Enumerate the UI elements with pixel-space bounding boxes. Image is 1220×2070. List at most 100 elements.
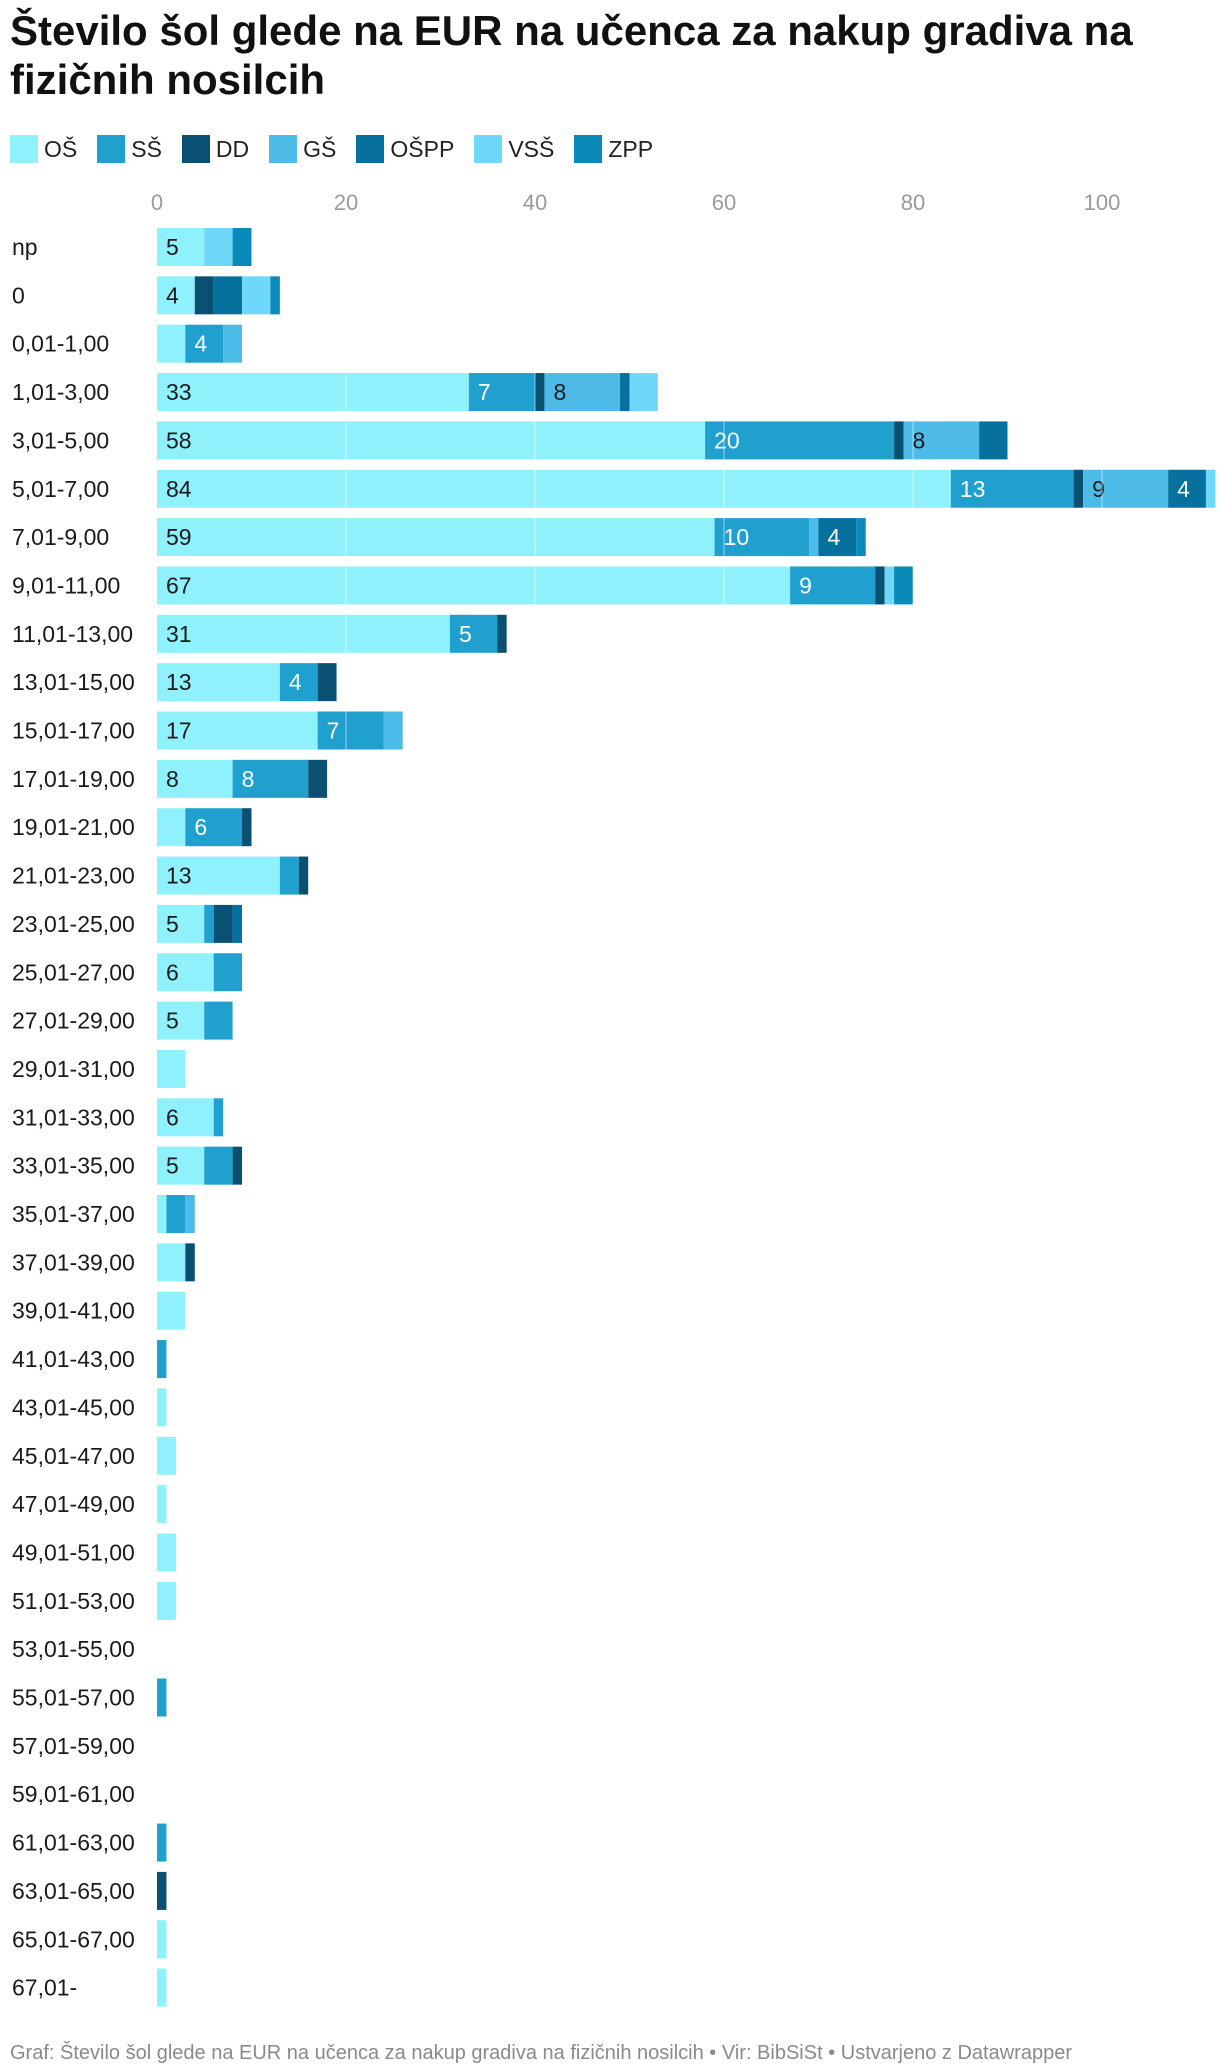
data-label: 17 xyxy=(166,718,192,744)
category-label: 33,01-35,00 xyxy=(12,1153,135,1179)
bar-gs xyxy=(809,518,819,557)
data-label: 4 xyxy=(194,331,207,357)
category-label: 0 xyxy=(12,282,25,308)
legend-swatch xyxy=(269,135,298,163)
data-label: 7 xyxy=(478,379,491,405)
data-label: 8 xyxy=(553,379,566,405)
chart-title: Število šol glede na EUR na učenca za na… xyxy=(10,7,1133,103)
data-label: 13 xyxy=(166,669,192,695)
data-label: 20 xyxy=(714,427,740,453)
data-label: 59 xyxy=(166,524,192,550)
bar-gs xyxy=(185,1195,195,1233)
bar-dd xyxy=(242,808,252,847)
legend-label: GŠ xyxy=(303,135,337,162)
bar-dd xyxy=(185,1243,195,1282)
data-label: 4 xyxy=(1177,476,1190,502)
category-label: 17,01-19,00 xyxy=(12,766,135,792)
footer-credit-link[interactable]: Ustvarjeno z Datawrapper xyxy=(840,2042,1072,2064)
bar-vss xyxy=(1205,469,1216,508)
bar-dd xyxy=(298,856,309,895)
data-label: 7 xyxy=(327,718,340,744)
bar-ss xyxy=(714,518,810,557)
bar-ss xyxy=(449,614,498,653)
footer-separator: • xyxy=(703,2042,722,2064)
data-label: 6 xyxy=(166,1104,179,1130)
category-label: 47,01-49,00 xyxy=(12,1491,135,1517)
bar-os xyxy=(157,1533,176,1572)
bar-gs xyxy=(1083,469,1169,508)
legend: OŠ SŠ DD GŠ OŠPP VSŠ ZPP xyxy=(10,134,673,164)
data-label: 5 xyxy=(166,1153,179,1179)
bar-ss xyxy=(157,1340,167,1379)
category-label: 37,01-39,00 xyxy=(12,1249,135,1275)
legend-label: ZPP xyxy=(608,135,654,162)
bar-ss xyxy=(157,1823,167,1862)
bar-ss xyxy=(468,373,535,412)
bar-gs xyxy=(383,711,403,750)
legend-swatch xyxy=(10,135,38,163)
bar-dd xyxy=(894,421,904,460)
bar-ss xyxy=(279,856,299,895)
data-label: 84 xyxy=(166,476,192,502)
bar-os xyxy=(157,373,469,412)
data-label: 8 xyxy=(913,427,926,453)
bar-ss xyxy=(232,759,309,798)
data-label: 9 xyxy=(799,572,812,598)
footer-separator: • xyxy=(822,2042,841,2064)
category-label: 11,01-13,00 xyxy=(12,621,133,647)
data-label: 8 xyxy=(166,766,179,792)
bar-dd xyxy=(213,904,233,943)
legend-label: VSŠ xyxy=(508,135,555,162)
category-label: 45,01-47,00 xyxy=(12,1443,135,1469)
bar-os xyxy=(157,1195,167,1233)
category-label: 59,01-61,00 xyxy=(12,1781,135,1807)
bar-dd xyxy=(157,1871,167,1910)
data-label: 9 xyxy=(1092,476,1105,502)
data-label: 33 xyxy=(166,379,192,405)
data-label: 5 xyxy=(166,1008,179,1034)
data-label: 13 xyxy=(960,476,986,502)
data-label: 5 xyxy=(459,621,472,647)
x-tick-label: 20 xyxy=(334,190,358,215)
bar-os xyxy=(157,808,186,847)
bar-os xyxy=(157,711,318,750)
data-label: 4 xyxy=(166,282,179,308)
data-label: 67 xyxy=(166,572,192,598)
bar-ss xyxy=(705,421,895,460)
bar-os xyxy=(157,759,233,798)
bar-dd xyxy=(308,759,328,798)
category-label: np xyxy=(12,234,38,260)
category-label: 39,01-41,00 xyxy=(12,1298,135,1324)
category-label: 63,01-65,00 xyxy=(12,1878,135,1904)
bar-os xyxy=(157,1436,176,1475)
bar-zpp xyxy=(856,518,866,557)
bar-ss xyxy=(204,904,214,943)
data-label: 13 xyxy=(166,863,192,889)
x-tick-label: 0 xyxy=(151,190,163,215)
x-tick-label: 100 xyxy=(1084,190,1121,215)
bar-os xyxy=(157,856,280,895)
bar-dd xyxy=(875,566,885,605)
category-label: 57,01-59,00 xyxy=(12,1733,135,1759)
bar-dd xyxy=(194,276,214,315)
bar-zpp xyxy=(270,276,280,315)
footer-chart-name: Število šol glede na EUR na učenca za na… xyxy=(60,2042,704,2064)
x-tick-label: 80 xyxy=(901,190,925,215)
category-label: 41,01-43,00 xyxy=(12,1346,135,1372)
legend-item-vss: VSŠ xyxy=(474,135,554,163)
bar-ss xyxy=(204,1001,233,1040)
bar-gs xyxy=(544,373,621,412)
bar-ss xyxy=(204,1146,233,1185)
footer-source-link[interactable]: Vir: BibSiSt xyxy=(721,2042,823,2064)
bar-os xyxy=(157,1485,167,1524)
category-label: 3,01-5,00 xyxy=(12,427,109,453)
category-label: 19,01-21,00 xyxy=(12,814,135,840)
category-label: 5,01-7,00 xyxy=(12,476,109,502)
category-label: 27,01-29,00 xyxy=(12,1008,135,1034)
bar-ospp xyxy=(213,276,243,315)
bar-ss xyxy=(166,1195,186,1233)
bar-os xyxy=(157,1098,214,1137)
bar-ospp xyxy=(979,421,1008,460)
bar-vss xyxy=(629,373,658,412)
